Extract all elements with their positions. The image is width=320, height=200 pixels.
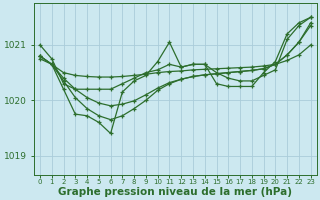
X-axis label: Graphe pression niveau de la mer (hPa): Graphe pression niveau de la mer (hPa) [58, 187, 292, 197]
